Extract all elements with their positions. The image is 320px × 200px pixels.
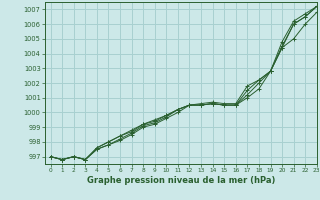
X-axis label: Graphe pression niveau de la mer (hPa): Graphe pression niveau de la mer (hPa) [87,176,275,185]
